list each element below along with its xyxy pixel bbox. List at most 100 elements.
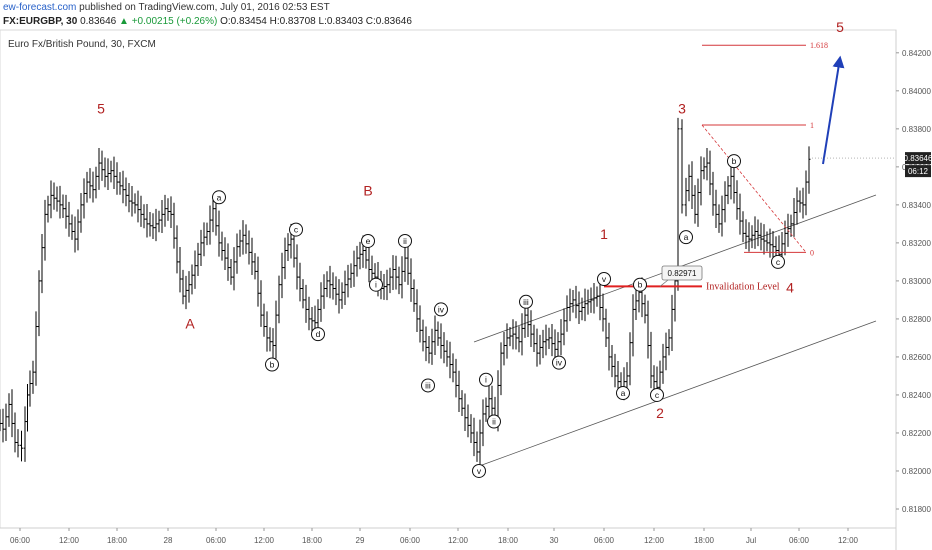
y-tick-label: 0.81800 [902,505,931,514]
wave-label-minor: a [212,190,226,205]
wave-label-circle [265,357,279,372]
wave-label-text: iii [523,297,529,307]
wave-label-circle [552,355,566,370]
x-tick-label: 06:00 [400,536,421,545]
wave-label-text: v [477,466,482,476]
chart-header: ew-forecast.com published on TradingView… [0,0,932,30]
wave-label-text: d [316,329,321,339]
ohlc-values: O:0.83454 H:0.83708 L:0.83403 C:0.83646 [220,16,412,27]
fib-level-label: 1.618 [810,41,828,50]
y-tick-label: 0.82400 [902,391,931,400]
wave-label-minor: c [289,222,303,237]
symbol-label: FX:EURGBP, 30 [3,16,78,27]
wave-label-text: i [485,375,487,385]
wave-label-minor: i [369,277,383,292]
y-tick-label: 0.83400 [902,201,931,210]
wave-label-minor: ii [398,233,412,248]
last-price: 0.83646 [80,16,117,27]
wave-label-text: b [638,280,643,290]
x-tick-label: 12:00 [838,536,859,545]
wave-label-major: 3 [678,101,686,117]
invalidation-label: Invalidation Level [706,281,780,292]
wave-label-major: 2 [656,405,664,421]
y-tick-label: 0.83000 [902,277,931,286]
wave-label-circle [650,387,664,402]
site-link[interactable]: ew-forecast.com [3,2,77,13]
y-tick-label: 0.82600 [902,353,931,362]
countdown-text: 06:12 [908,167,929,176]
wave-label-minor: e [361,233,375,248]
ohlc-bars [0,117,811,465]
wave-label-minor: b [633,277,647,292]
wave-label-circle [479,372,493,387]
wave-label-text: a [621,388,626,398]
x-tick-label: 28 [164,536,173,545]
x-tick-label: 06:00 [206,536,227,545]
wave-label-major: 5 [97,101,105,117]
plot-area [0,29,897,529]
x-tick-label: 18:00 [498,536,519,545]
wave-label-minor: v [472,463,486,478]
x-tick-label: 29 [356,536,365,545]
wave-label-minor: v [597,272,611,286]
wave-label-circle [597,272,611,286]
x-tick-label: 30 [550,536,559,545]
wave-label-circle [727,154,741,169]
y-tick-label: 0.82200 [902,429,931,438]
invalidation-price-box [661,265,703,281]
invalidation-callout-line [659,279,669,287]
wave-label-minor: iii [519,294,533,309]
current-price-text: 0.83646 [904,154,932,163]
wave-label-minor: c [771,254,785,269]
symbol-line: FX:EURGBP, 30 0.83646 ▲ +0.00215 (+0.26%… [3,16,412,27]
wave-label-text: iii [425,380,431,390]
wave-label-text: e [366,236,371,246]
fib-level-label: 0 [810,248,814,257]
wave-label-minor: iv [552,355,566,370]
wave-label-minor: i [479,372,493,387]
x-tick-label: 18:00 [107,536,128,545]
wave-label-circle [434,302,448,317]
wave-label-text: i [375,280,377,290]
wave-label-circle [212,190,226,205]
wave-label-text: c [294,225,299,235]
x-tick-label: 06:00 [789,536,810,545]
wave-label-major: B [363,182,372,198]
y-tick-label: 0.82800 [902,315,931,324]
wave-label-minor: b [265,357,279,372]
x-tick-label: 12:00 [59,536,80,545]
publisher-line: ew-forecast.com published on TradingView… [3,2,330,13]
x-tick-label: 12:00 [644,536,665,545]
y-tick-label: 0.84200 [902,49,931,58]
wave-label-text: b [270,360,275,370]
fib-trend-line [701,124,807,253]
wave-label-text: ii [492,417,496,427]
x-tick-label: 18:00 [302,536,323,545]
y-tick-label: 0.82000 [902,467,931,476]
wave-label-circle [519,294,533,309]
wave-label-text: iv [556,358,563,368]
y-tick-label: 0.83200 [902,239,931,248]
channel-lower-line [481,320,877,466]
wave-label-circle [369,277,383,292]
x-tick-label: 06:00 [594,536,615,545]
wave-label-minor: c [650,387,664,402]
target-arrow [822,55,845,165]
wave-label-circle [771,254,785,269]
wave-label-circle [311,327,325,342]
wave-label-minor: d [311,327,325,342]
change-up-icon: ▲ [119,16,129,27]
published-text: published on TradingView.com, July 01, 2… [79,2,330,13]
invalidation-price-text: 0.82971 [668,269,697,278]
x-tick-label: 12:00 [254,536,275,545]
fib-level-label: 1 [810,121,814,130]
wave-label-circle [472,463,486,478]
wave-label-major: 5 [836,19,844,35]
wave-label-text: a [217,192,222,202]
instrument-title: Euro Fx/British Pound, 30, FXCM [8,39,156,50]
wave-label-minor: iii [421,378,435,393]
wave-label-circle [679,230,693,245]
wave-label-circle [398,233,412,248]
wave-label-circle [421,378,435,393]
